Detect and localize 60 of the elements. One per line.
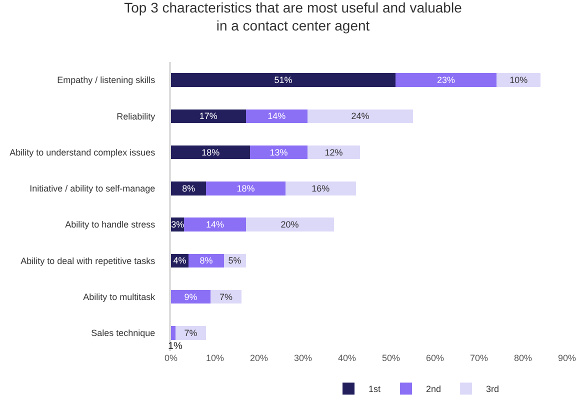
data-label: 7%	[184, 328, 198, 338]
y-tick-label: Reliability	[116, 111, 156, 122]
legend-label: 2nd	[426, 384, 442, 394]
data-label: 18%	[236, 183, 255, 194]
bar	[285, 182, 356, 196]
legend-label: 1st	[368, 384, 382, 394]
data-label: 14%	[206, 220, 224, 230]
data-label: 18%	[202, 147, 220, 158]
bar	[171, 109, 246, 124]
data-label: 10%	[510, 75, 528, 86]
y-tick-label: Ability to multitask	[83, 292, 156, 302]
bar	[246, 109, 308, 124]
y-tick-label: Initiative / ability to self-manage	[30, 184, 156, 194]
data-label: 13%	[270, 147, 288, 158]
data-label: 9%	[184, 292, 198, 302]
bar	[307, 145, 360, 160]
bar	[395, 73, 497, 87]
x-tick-label: 60%	[426, 353, 444, 363]
y-tick-label: Empathy / listening skills	[57, 75, 156, 86]
bar	[206, 182, 286, 196]
data-label: 17%	[199, 111, 218, 122]
bar	[171, 326, 176, 340]
chart-title: Top 3 characteristics that are most useful and valuable in a contact center agent	[124, 0, 462, 34]
data-label: 12%	[324, 147, 343, 158]
x-tick-label: 70%	[470, 353, 488, 363]
x-tick-label: 0%	[164, 353, 178, 363]
data-label: 14%	[268, 111, 286, 122]
bar	[307, 109, 413, 124]
x-tick-label: 40%	[338, 353, 356, 363]
data-label: 20%	[280, 220, 299, 230]
bar	[250, 145, 308, 160]
data-label: 7%	[219, 292, 233, 302]
bar	[246, 218, 334, 232]
x-tick-label: 50%	[382, 353, 400, 363]
bar	[171, 182, 206, 196]
data-label: 4%	[173, 256, 186, 266]
x-tick-label: 20%	[250, 353, 268, 363]
data-label: 8%	[200, 256, 213, 266]
data-label: 3%	[171, 220, 184, 230]
bar	[171, 145, 250, 160]
x-tick-label: 30%	[294, 353, 312, 363]
bar	[175, 326, 206, 340]
data-label: 8%	[182, 183, 196, 194]
legend-label: 3rd	[486, 384, 500, 394]
x-tick-label: 10%	[206, 353, 224, 363]
data-label: 24%	[351, 111, 370, 122]
data-label: 1%	[168, 341, 183, 352]
y-tick-label: Ability to deal with repetitive tasks	[20, 256, 156, 266]
y-tick-label: Ability to handle stress	[65, 220, 156, 230]
bar	[171, 73, 396, 87]
bar	[184, 218, 246, 232]
data-label: 51%	[274, 75, 292, 86]
data-label: 16%	[312, 183, 330, 194]
data-label: 5%	[228, 256, 242, 266]
x-tick-label: 90%	[558, 353, 576, 363]
data-label: 23%	[436, 75, 456, 86]
y-tick-label: Sales technique	[91, 328, 156, 338]
y-tick-label: Ability to understand complex issues	[10, 147, 156, 158]
x-tick-label: 80%	[514, 353, 532, 363]
bar	[496, 73, 541, 87]
